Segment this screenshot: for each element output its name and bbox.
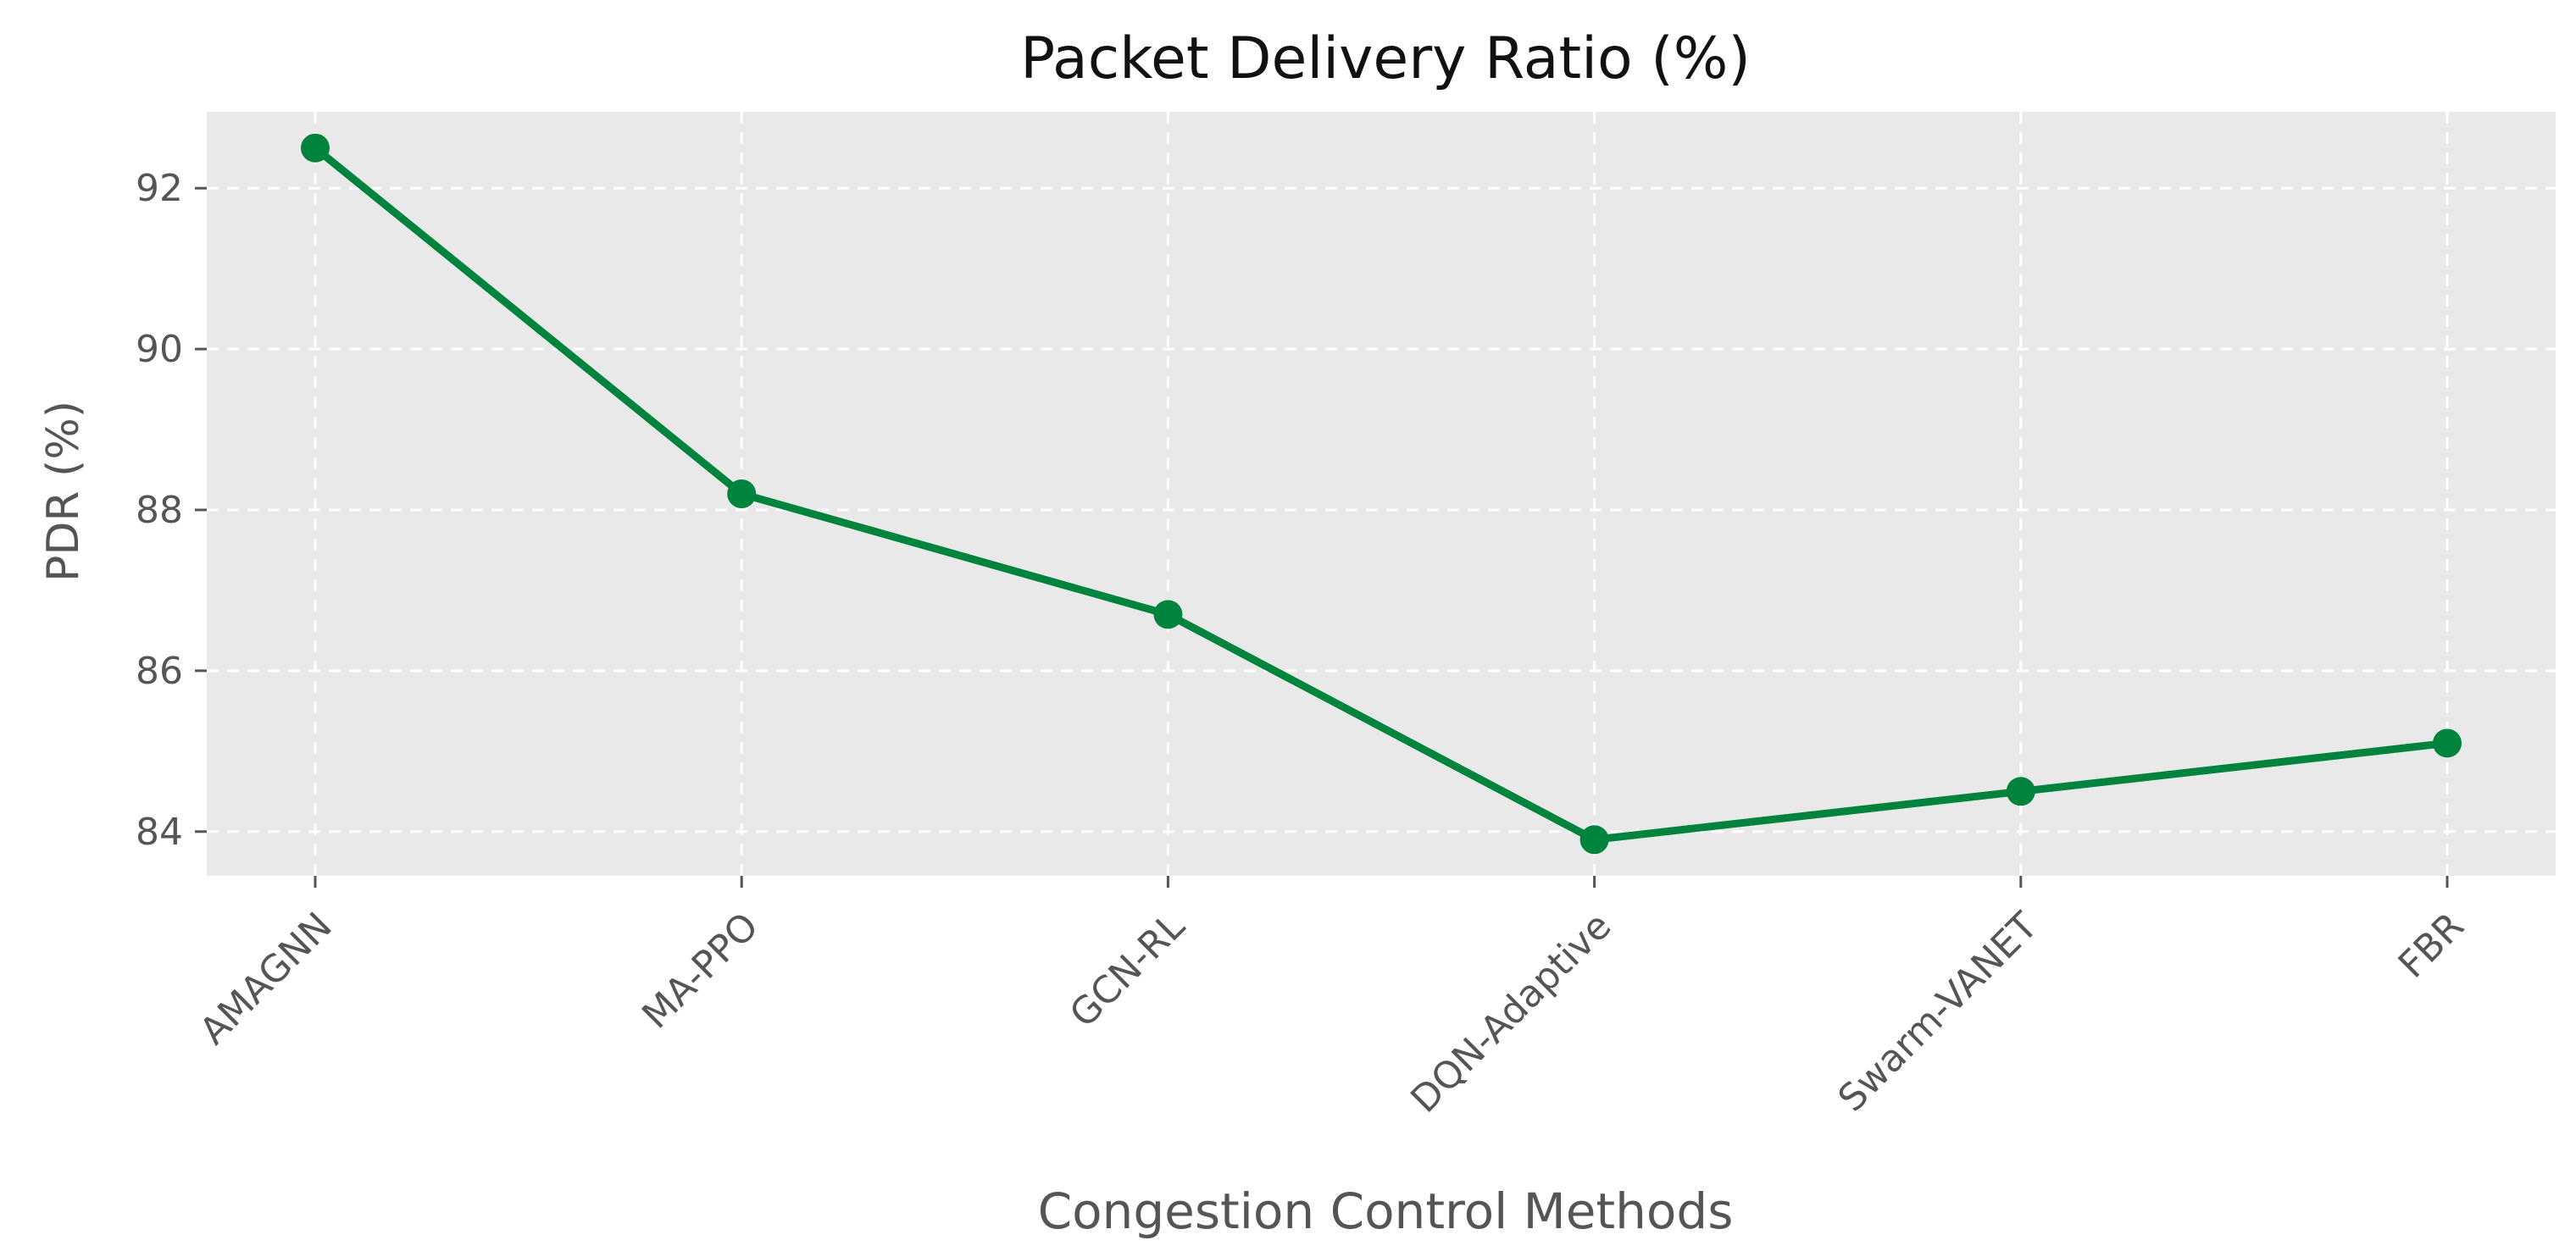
x-tick-label: DQN-Adaptive — [1402, 905, 1619, 1121]
y-axis-label: PDR (%) — [38, 401, 89, 582]
data-point — [1579, 825, 1609, 855]
x-tick-label: FBR — [2390, 905, 2473, 987]
data-point — [2006, 777, 2035, 806]
axis-ticks — [195, 186, 2449, 888]
x-axis-label: Congestion Control Methods — [1038, 1182, 1734, 1240]
grid-lines — [207, 112, 2556, 876]
series-line-layer — [311, 144, 2451, 844]
plot-area — [207, 112, 2556, 876]
y-tick-label: 86 — [136, 650, 183, 693]
y-tick-label: 88 — [136, 489, 183, 532]
x-tick-label: GCN-RL — [1062, 904, 1194, 1036]
x-tick-label: MA-PPO — [634, 905, 767, 1038]
series-line — [311, 144, 2451, 844]
x-tick-label: Swarm-VANET — [1830, 905, 2046, 1121]
y-tick-label: 84 — [136, 811, 183, 854]
data-point — [301, 133, 330, 163]
chart-title: Packet Delivery Ratio (%) — [1020, 25, 1751, 92]
data-point — [727, 479, 757, 508]
data-point — [2433, 728, 2462, 758]
data-point — [1153, 600, 1183, 629]
x-tick-label: AMAGNN — [192, 905, 341, 1054]
series-markers — [301, 133, 2462, 855]
y-tick-label: 92 — [136, 167, 183, 210]
y-tick-label: 90 — [136, 328, 183, 371]
